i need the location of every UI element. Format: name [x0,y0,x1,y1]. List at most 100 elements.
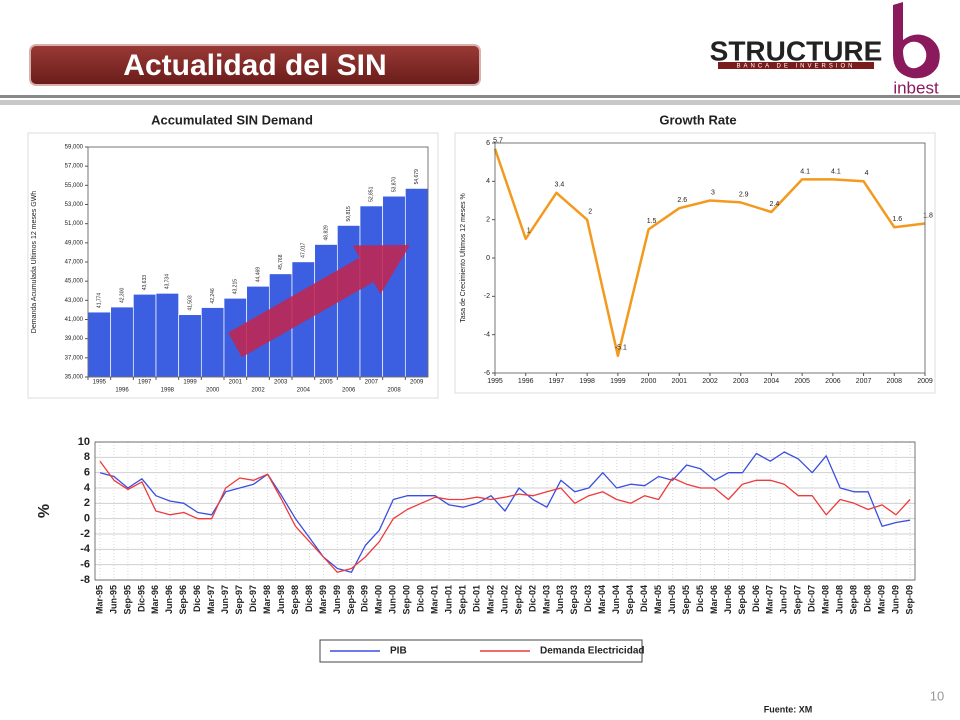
data-label: 47,017 [301,242,307,258]
x-tick-label: 2001 [671,378,687,385]
x-tick-label: 2003 [733,378,749,385]
bar [155,292,180,378]
data-label: 5.7 [493,138,503,145]
y-tick-label: 49,000 [65,240,84,246]
x-tick-label: Mar-95 [94,585,104,614]
x-tick-label: Dic-95 [136,585,146,612]
data-label: 54,679 [414,169,420,185]
data-label: 50,815 [346,206,352,222]
bar [404,188,429,378]
y-tick-label: 6 [486,140,490,147]
x-tick-label: 2005 [319,380,333,386]
x-tick-label: Mar-96 [150,585,160,614]
x-tick-label: Jun-99 [332,585,342,614]
data-label: 1 [527,228,531,235]
x-tick-label: 2009 [410,380,424,386]
x-tick-label: 2007 [856,378,872,385]
data-label: 41,774 [97,293,103,309]
bar [132,293,157,378]
title-banner [29,44,481,86]
x-tick-label: 1997 [138,380,152,386]
x-tick-label: 2003 [274,380,288,386]
x-tick-label: Sep-09 [904,585,914,615]
data-label: 44,469 [255,267,261,283]
header-rule [0,100,960,105]
y-tick-label: 37,000 [65,355,84,361]
legend-label: Demanda Electricidad [540,646,644,657]
x-tick-label: Sep-02 [513,585,523,615]
x-tick-label: Mar-02 [485,585,495,614]
x-tick-label: Jun-04 [611,585,621,614]
y-axis-label: Demanda Acumulada Ultimos 12 meses GWh [31,191,38,333]
series-line [99,460,911,573]
source-note: Fuente: XM [764,704,813,714]
y-tick-label: -4 [80,543,91,555]
x-tick-label: 2000 [206,388,220,394]
x-tick-label: Mar-00 [374,585,384,614]
x-tick-label: Jun-98 [276,585,286,614]
x-tick-label: Mar-98 [262,585,272,614]
y-tick-label: 53,000 [65,202,84,208]
x-tick-label: Sep-04 [625,585,635,615]
y-tick-label: 57,000 [65,164,84,170]
data-label: 43,633 [142,275,148,291]
x-tick-label: Mar-09 [876,585,886,614]
x-tick-label: Sep-01 [457,585,467,615]
data-label: 42,246 [210,288,216,304]
x-tick-label: Sep-98 [290,585,300,615]
x-tick-label: Jun-08 [835,585,845,614]
x-tick-label: Jun-97 [220,585,230,614]
x-tick-label: 1999 [183,380,197,386]
x-tick-label: Mar-06 [709,585,719,614]
page-number: 10 [930,688,944,703]
x-tick-label: 2001 [229,380,243,386]
x-tick-label: 2005 [794,378,810,385]
x-tick-label: 2004 [297,388,311,394]
plot-frame [87,146,429,378]
x-tick-label: Sep-95 [122,585,132,615]
y-tick-label: 10 [78,436,90,448]
y-tick-label: 4 [486,178,490,185]
x-tick-label: Jun-02 [499,585,509,614]
x-tick-label: Dic-96 [192,585,202,612]
x-tick-label: Mar-04 [597,585,607,614]
data-label: 3.4 [555,182,565,189]
data-label: 45,768 [278,254,284,270]
y-tick-label: 2 [486,217,490,224]
x-tick-label: 1998 [161,388,175,394]
data-label: 1.6 [892,216,902,223]
x-tick-label: Sep-08 [849,585,859,615]
x-tick-label: Dic-02 [527,585,537,612]
y-tick-label: -2 [80,528,90,540]
chart-title: Accumulated SIN Demand [151,112,313,127]
x-tick-label: 2009 [917,378,933,385]
x-tick-label: Dic-06 [751,585,761,612]
x-tick-label: Jun-09 [890,585,900,614]
x-tick-label: Sep-96 [178,585,188,615]
x-tick-label: Jun-03 [555,585,565,614]
data-label: 53,870 [391,177,397,193]
x-tick-label: Dic-98 [304,585,314,612]
x-tick-label: Dic-05 [695,585,705,612]
x-tick-label: 2002 [251,388,265,394]
y-tick-label: 59,000 [65,145,84,151]
x-tick-label: 2006 [825,378,841,385]
y-tick-label: 55,000 [65,183,84,189]
x-tick-label: 1996 [518,378,534,385]
chart-title: Growth Rate [659,112,736,127]
data-label: -5.1 [615,345,627,352]
y-tick-label: 0 [486,255,490,262]
data-label: 48,829 [323,225,329,241]
y-tick-label: 41,000 [65,317,84,323]
data-label: 2.6 [677,197,687,204]
x-tick-label: Sep-00 [402,585,412,615]
x-tick-label: Dic-08 [862,585,872,612]
x-tick-label: Mar-08 [821,585,831,614]
x-tick-label: Sep-06 [737,585,747,615]
data-label: 42,300 [119,288,125,304]
x-tick-label: Sep-97 [234,585,244,615]
x-tick-label: Dic-07 [807,585,817,612]
x-tick-label: 2008 [886,378,902,385]
data-label: 2.4 [770,201,780,208]
x-tick-label: Dic-97 [248,585,258,612]
